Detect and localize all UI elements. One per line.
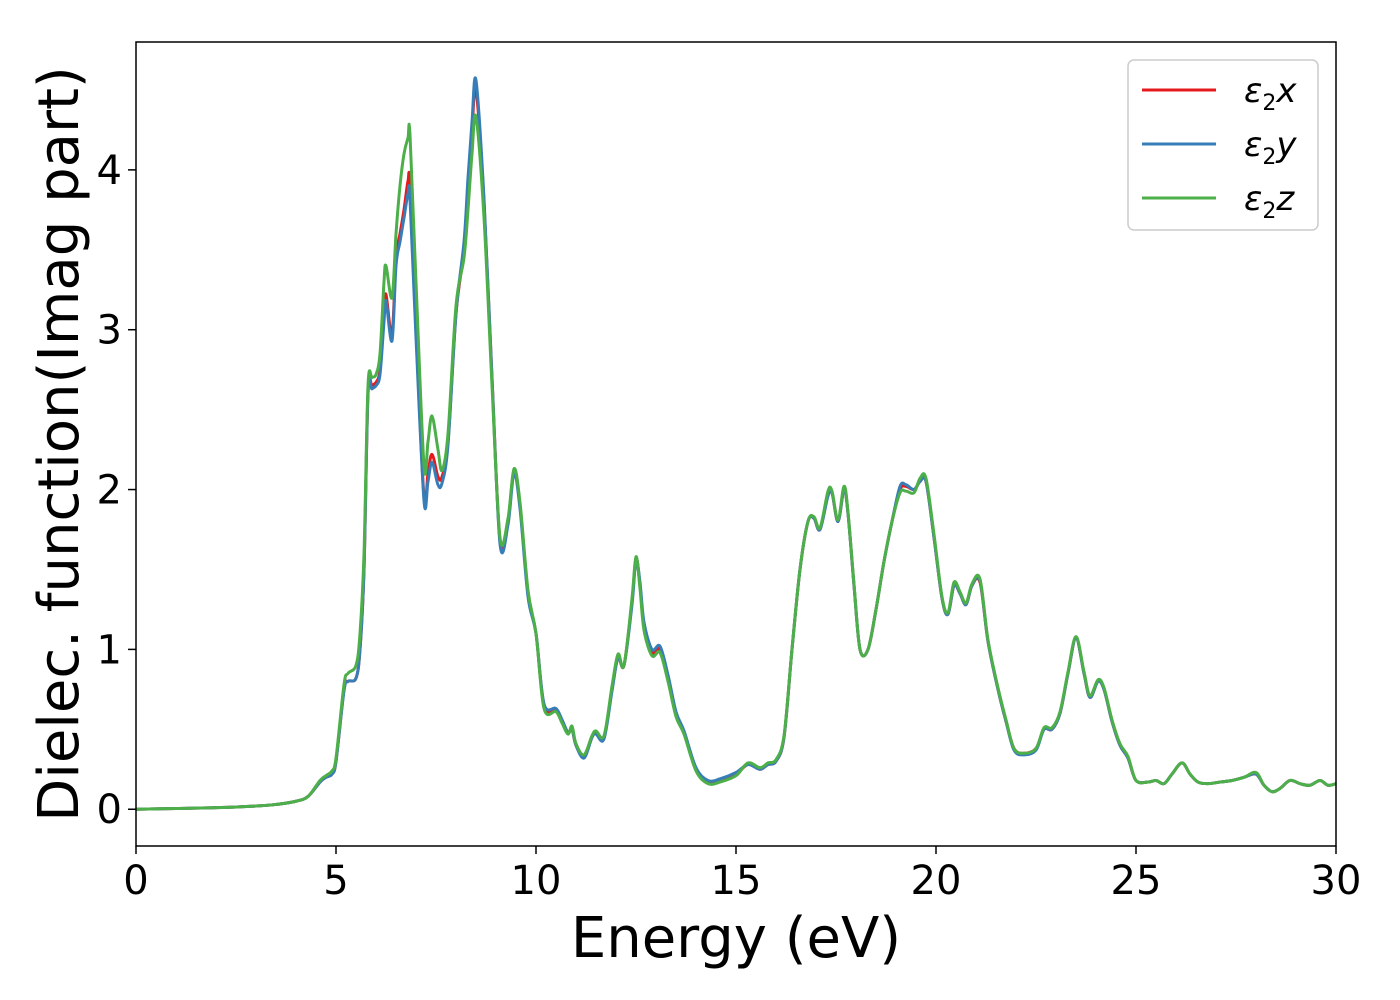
- y-axis-ticks: 0 1 2 3 4: [97, 148, 136, 833]
- legend-box: [1127, 59, 1319, 231]
- legend-label-eps2z: ε2z: [1244, 179, 1295, 224]
- x-tick-label: 10: [511, 858, 562, 904]
- legend-label-eps2y: ε2y: [1244, 125, 1297, 170]
- x-tick-label: 25: [1111, 858, 1162, 904]
- y-tick-label: 4: [97, 148, 122, 194]
- y-tick-label: 1: [97, 627, 122, 673]
- x-tick-label: 20: [911, 858, 962, 904]
- legend-label-eps2x: ε2x: [1244, 71, 1297, 116]
- x-tick-label: 5: [323, 858, 348, 904]
- x-tick-label: 30: [1311, 858, 1362, 904]
- x-tick-label: 0: [123, 858, 148, 904]
- y-tick-label: 2: [97, 468, 122, 514]
- y-tick-label: 3: [97, 308, 122, 354]
- x-axis-ticks: 0 5 10 15 20 25 30: [123, 846, 1361, 904]
- series-line-eps2z: [136, 113, 1336, 811]
- y-axis-label: Dielec. function(Imag part): [27, 66, 92, 822]
- y-tick-label: 0: [97, 787, 122, 833]
- x-tick-label: 15: [711, 858, 762, 904]
- series-layer: [136, 76, 1336, 811]
- x-axis-label: Energy (eV): [571, 906, 901, 971]
- legend: ε2x ε2y ε2z: [1127, 59, 1319, 231]
